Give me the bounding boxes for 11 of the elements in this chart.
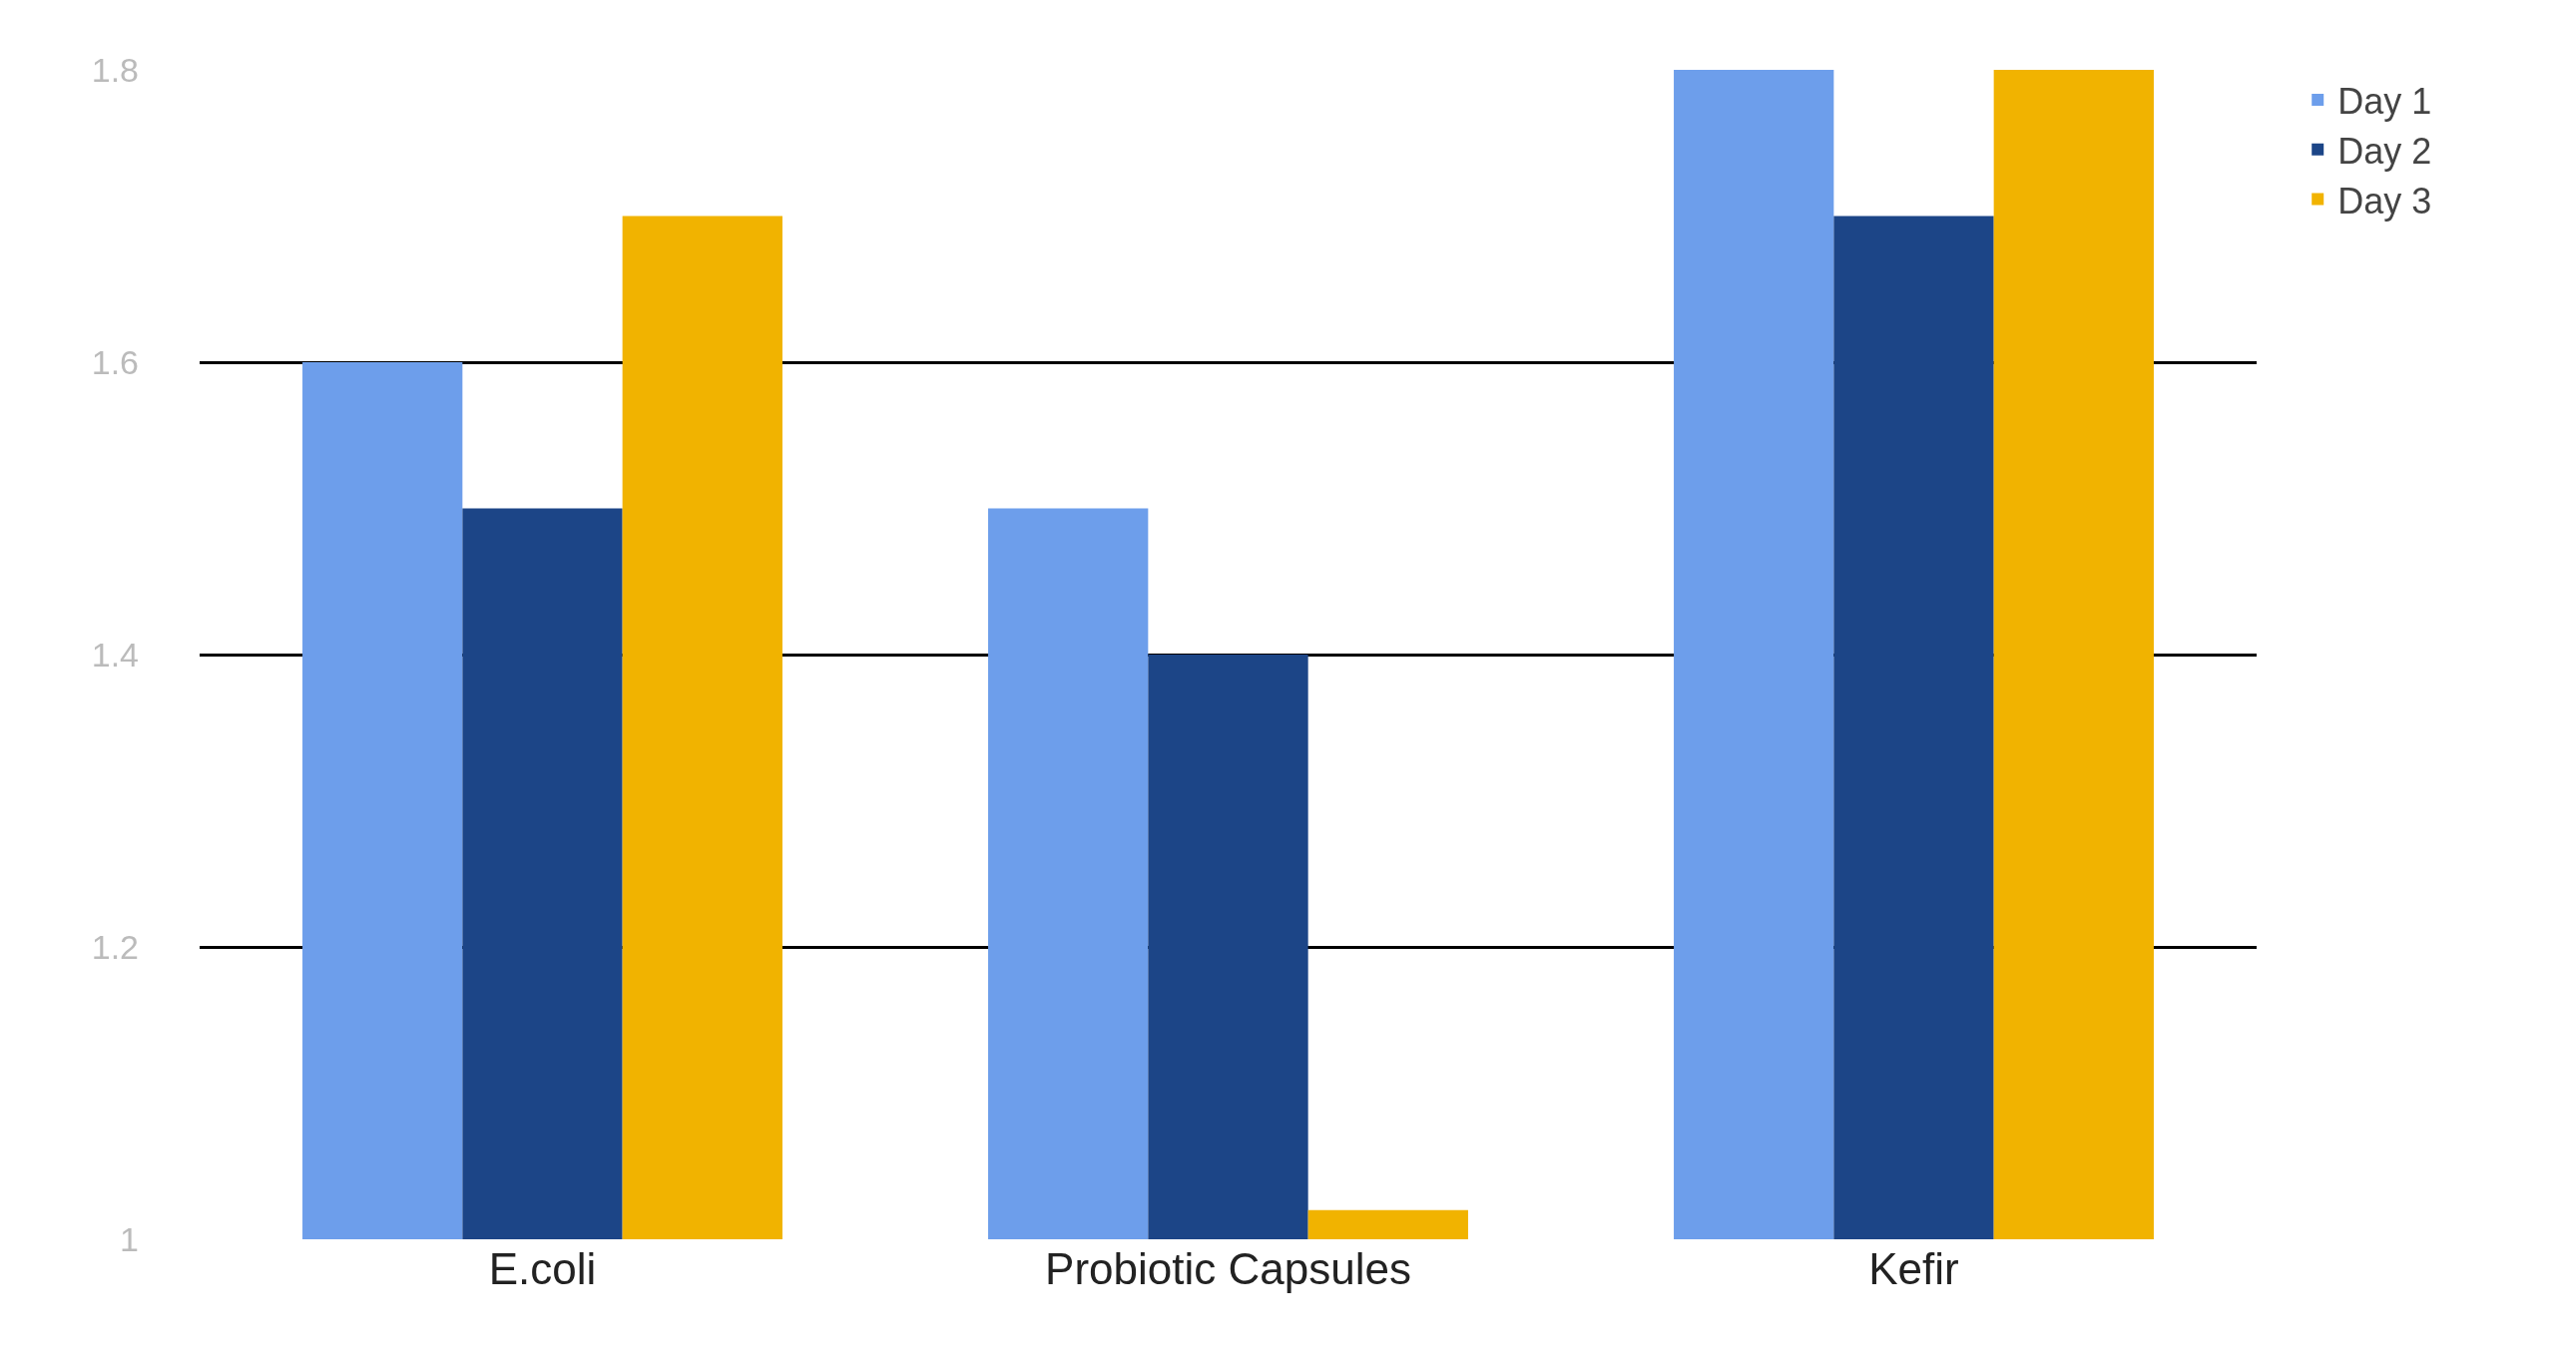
legend-label: Day 1 [2337, 80, 2432, 122]
y-tick-label: 1 [120, 1219, 139, 1258]
y-tick-label: 1.2 [91, 927, 139, 966]
y-tick-label: 1.6 [91, 342, 139, 381]
legend-label: Day 3 [2337, 180, 2432, 222]
x-tick-label: Probiotic Capsules [1045, 1244, 1411, 1293]
x-tick-label: E.coli [488, 1244, 597, 1293]
y-tick-label: 1.8 [91, 50, 139, 89]
x-tick-label: Kefir [1868, 1244, 1959, 1293]
y-tick-label: 1.4 [91, 635, 139, 674]
legend-label: Day 2 [2337, 130, 2432, 172]
